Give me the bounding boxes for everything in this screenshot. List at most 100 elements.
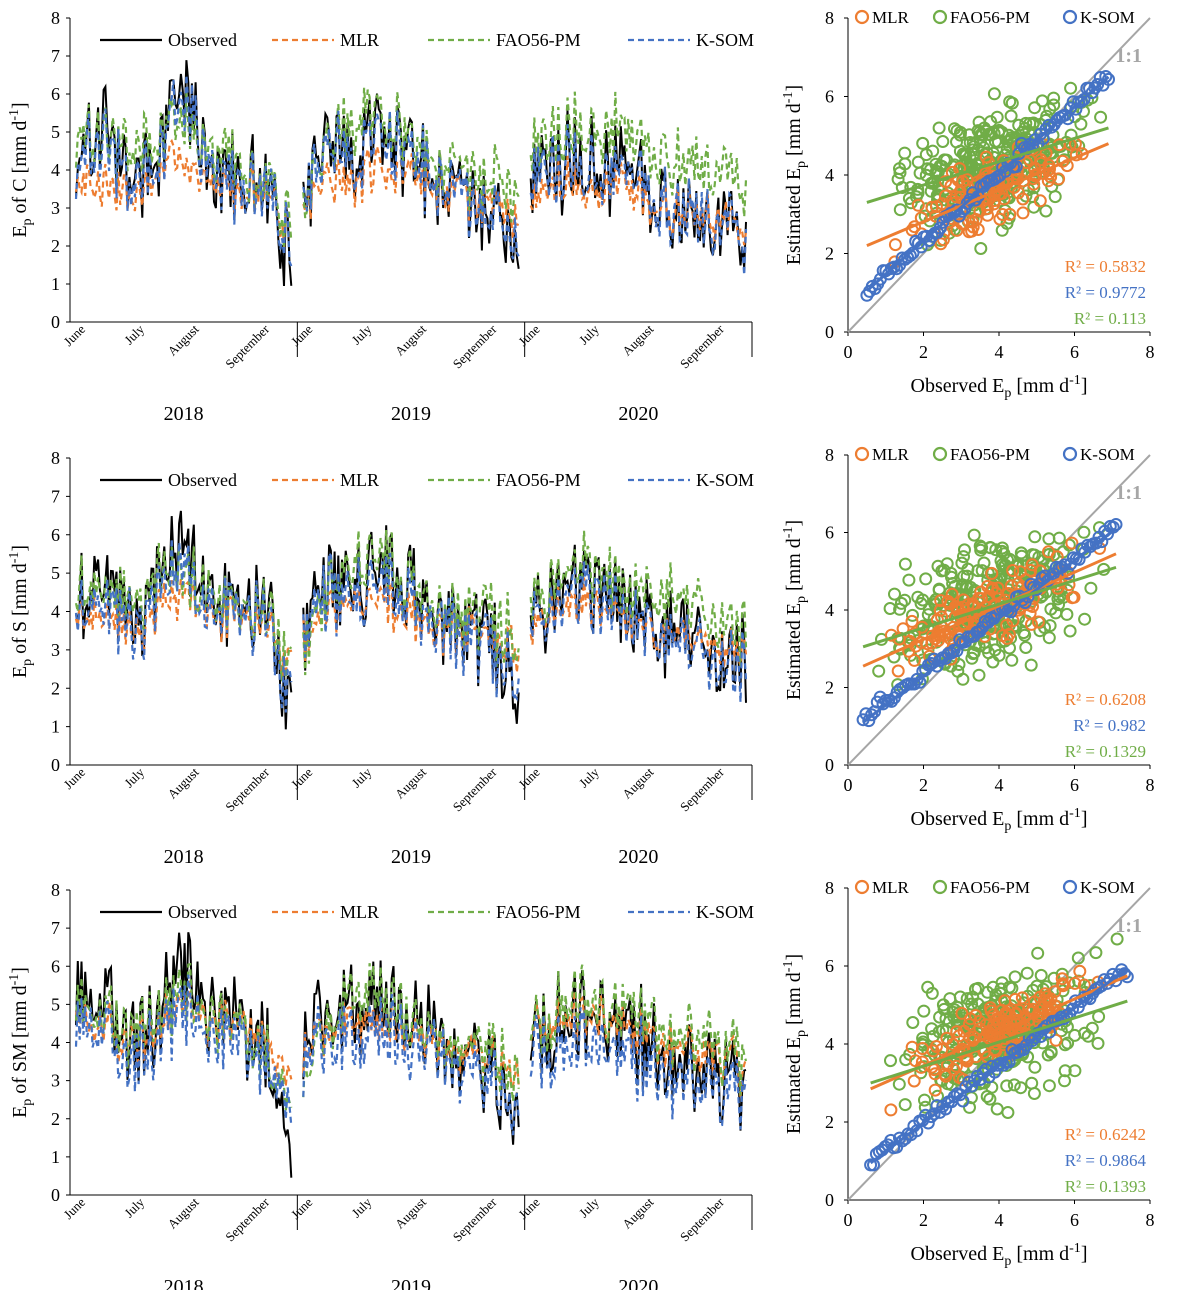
point-fao: [960, 155, 974, 169]
year-label: 2020: [618, 1276, 658, 1290]
legend: Observed MLR FAO56-PM K-SOM: [100, 902, 754, 922]
month-label: June: [61, 1194, 89, 1222]
legend-label-observed: Observed: [168, 30, 237, 50]
time-series-S: 0 1 2 3 4 5 6 7 8 Ep of S [mm d-1] June July August S…: [7, 448, 754, 868]
y-tick-label: 4: [51, 160, 60, 180]
point-mlr: [933, 603, 947, 617]
point-mlr: [1049, 1033, 1063, 1047]
y-tick-label: 2: [825, 678, 834, 698]
series-ksom: [74, 74, 748, 276]
x-axis-label: Observed Ep [mm d-1]: [911, 373, 1088, 401]
month-label: July: [121, 1194, 147, 1220]
point-ksom: [1102, 72, 1115, 86]
point-mlr: [1011, 140, 1025, 154]
month-label: August: [165, 764, 202, 801]
point-fao: [1056, 984, 1070, 998]
series-line-fao: [74, 962, 293, 1111]
r2-label-fao: R² = 0.1393: [1065, 1177, 1146, 1196]
point-mlr: [905, 614, 919, 628]
point-mlr: [928, 1083, 942, 1097]
fit-line-fao: [870, 999, 1128, 1085]
point-fao: [1078, 612, 1092, 626]
r2-label-mlr: R² = 0.6208: [1065, 690, 1146, 709]
x-tick-label: 6: [1070, 775, 1079, 795]
month-label: July: [349, 1194, 375, 1220]
point-ksom: [1106, 520, 1120, 534]
year-label: 2018: [164, 403, 204, 425]
point-mlr: [1073, 964, 1087, 978]
point-fao: [1042, 631, 1056, 645]
x-tick-label: 0: [844, 775, 853, 795]
series-line-ksom: [529, 1007, 748, 1130]
point-fao: [960, 992, 974, 1006]
y-tick-label: 2: [51, 678, 60, 698]
series-line-ksom: [302, 549, 520, 704]
point-ksom: [1099, 70, 1113, 83]
point-fao: [1001, 1106, 1015, 1119]
month-label: August: [165, 1194, 202, 1231]
legend-label-fao: FAO56-PM: [950, 878, 1030, 897]
y-tick-label: 8: [825, 8, 834, 28]
point-fao: [931, 165, 945, 179]
r2-label-ksom: R² = 0.9772: [1065, 283, 1146, 302]
fit-line-ksom: [869, 966, 1129, 1165]
y-tick-label: 1: [51, 717, 60, 737]
point-fao: [967, 140, 981, 154]
point-fao: [932, 121, 946, 135]
point-fao: [936, 135, 950, 148]
year-label: 2018: [164, 846, 204, 868]
scatter-S: 0 2 4 6 8 0 2 4 6 8 1:1 R² = 0.6208 R² = 0.982 R² = 0…: [781, 445, 1155, 834]
month-label: June: [288, 1194, 316, 1222]
point-mlr: [925, 200, 939, 214]
series-mlr: [74, 577, 748, 681]
series-line-fao: [529, 964, 748, 1096]
x-tick-label: 0: [844, 342, 853, 362]
point-mlr: [1006, 564, 1020, 577]
point-mlr: [945, 165, 959, 179]
point-mlr: [1034, 156, 1048, 170]
y-tick-label: 8: [51, 448, 60, 468]
point-fao: [1027, 200, 1041, 214]
series-ksom: [74, 538, 748, 713]
legend-marker-mlr: [854, 9, 870, 25]
point-fao: [919, 148, 933, 162]
series-line-ksom: [302, 110, 520, 260]
y-tick-label: 7: [51, 486, 60, 506]
point-mlr: [979, 150, 993, 164]
point-ksom: [973, 1073, 987, 1086]
point-fao: [1019, 641, 1033, 654]
point-fao: [976, 128, 989, 142]
r2-label-ksom: R² = 0.9864: [1065, 1151, 1147, 1170]
r2-label-ksom: R² = 0.982: [1073, 716, 1146, 735]
month-label: August: [392, 764, 429, 801]
month-label: September: [450, 1194, 500, 1244]
point-fao: [919, 572, 933, 586]
x-axis-label: Observed Ep [mm d-1]: [911, 1241, 1088, 1269]
point-fao: [1085, 1021, 1099, 1035]
time-series-C: 0 1 2 3 4 5 6 7 8 Ep of C [mm d-1] June July August S…: [7, 8, 754, 425]
point-fao: [974, 242, 988, 255]
point-mlr: [1023, 606, 1037, 620]
legend-marker-fao: [932, 879, 948, 895]
point-mlr: [988, 194, 1002, 207]
point-ksom: [1011, 1045, 1025, 1059]
point-fao: [1041, 1048, 1055, 1062]
point-fao: [1028, 101, 1042, 115]
point-mlr: [1055, 972, 1069, 986]
point-mlr: [1008, 992, 1022, 1006]
r2-label-fao: R² = 0.1329: [1065, 742, 1146, 761]
legend-marker-mlr: [854, 879, 870, 895]
point-fao: [1024, 658, 1038, 672]
one-to-one-label: 1:1: [1115, 482, 1142, 504]
point-fao: [939, 168, 952, 181]
series-ksom: [74, 974, 748, 1136]
point-fao: [893, 166, 907, 180]
point-fao: [1044, 146, 1057, 160]
point-fao: [953, 128, 967, 142]
r2-label-fao: R² = 0.113: [1074, 309, 1146, 328]
series-line-ksom: [302, 994, 520, 1136]
point-fao: [1034, 968, 1048, 982]
point-fao: [916, 136, 930, 150]
series-mlr: [74, 138, 748, 248]
point-fao: [977, 556, 991, 570]
